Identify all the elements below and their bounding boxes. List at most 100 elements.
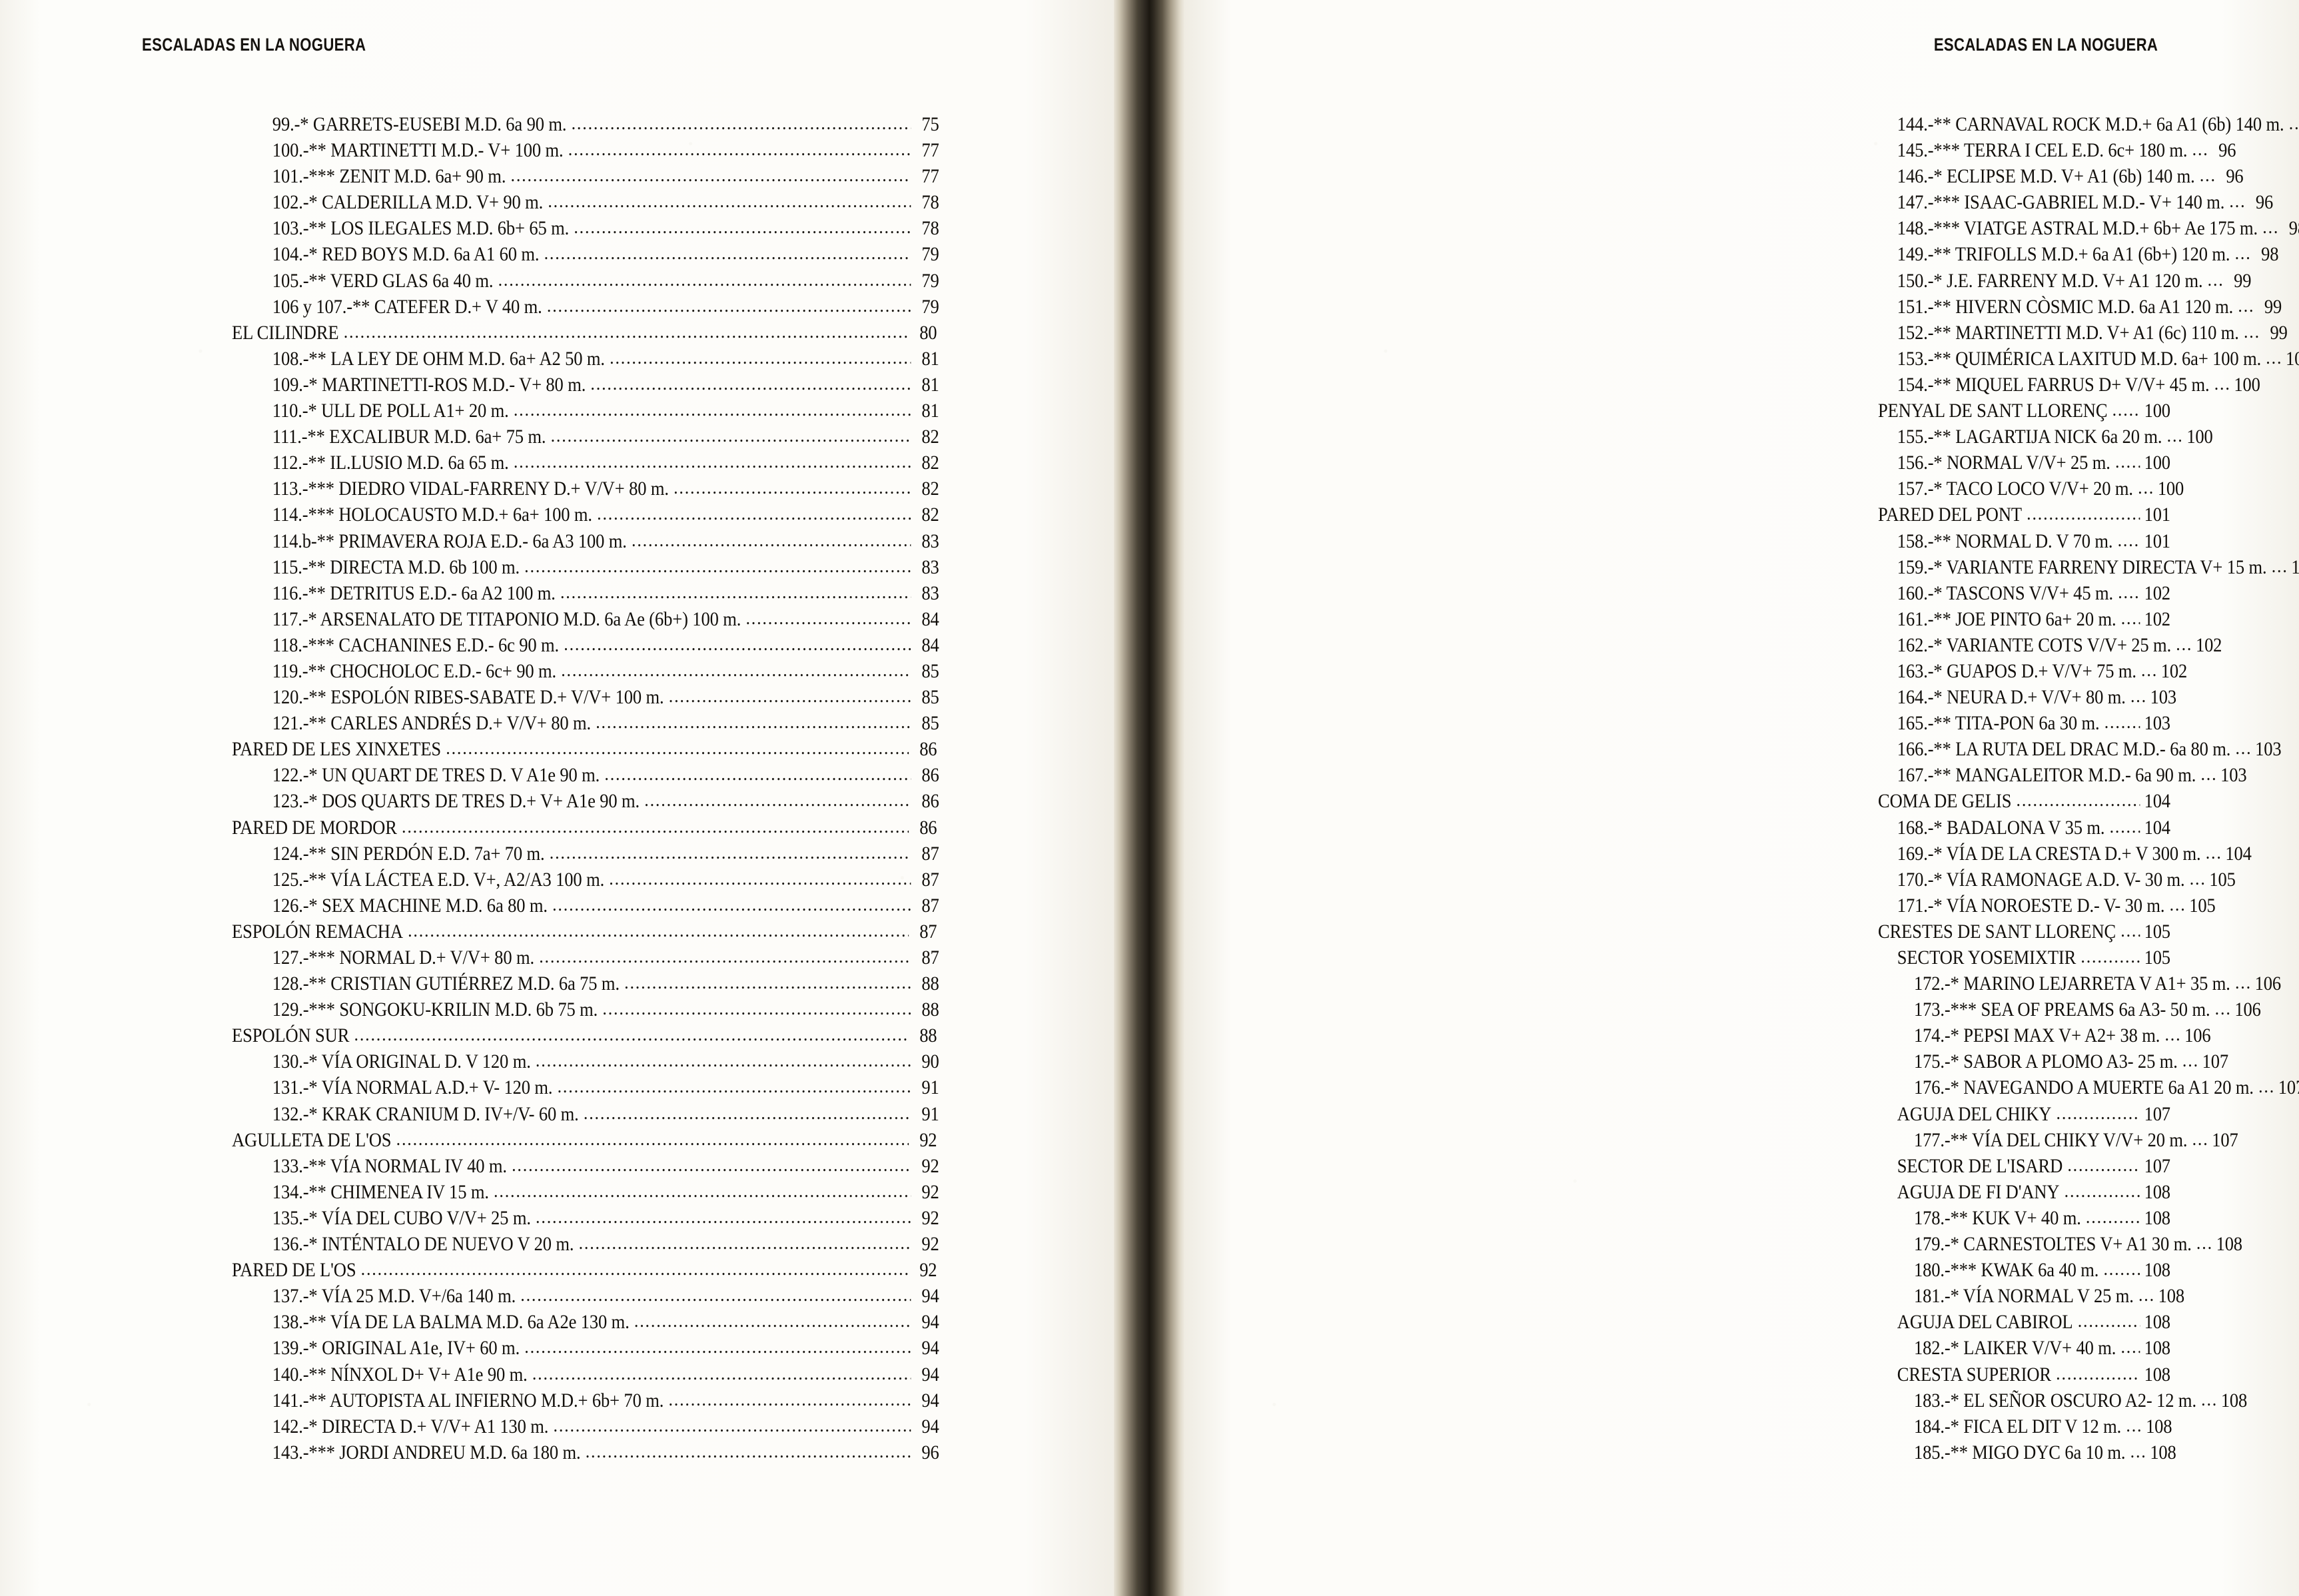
toc-route-entry[interactable]: 178.-** KUK V+ 40 m.....................… [1878, 1206, 2170, 1232]
toc-route-entry[interactable]: 163.-* GUAPOS D.+ V/V+ 75 m.............… [1878, 659, 2187, 685]
toc-route-entry[interactable]: 105.-** VERD GLAS 6a 40 m...............… [253, 268, 939, 294]
toc-section-entry[interactable]: PARED DE L'OS...........................… [232, 1258, 937, 1284]
toc-route-entry[interactable]: 129.-*** SONGOKU-KRILIN M.D. 6b 75 m....… [253, 997, 939, 1023]
toc-route-entry[interactable]: 181.-* VÍA NORMAL V 25 m................… [1878, 1284, 2184, 1310]
toc-route-entry[interactable]: 99.-* GARRETS-EUSEBI M.D. 6a 90 m.......… [253, 112, 939, 138]
toc-route-entry[interactable]: 118.-*** CACHANINES E.D.- 6c 90 m.......… [253, 633, 939, 659]
toc-section-entry[interactable]: AGUJA DE FI D'ANY.......................… [1878, 1180, 2170, 1206]
toc-route-entry[interactable]: 168.-* BADALONA V 35 m..................… [1878, 815, 2170, 841]
toc-route-entry[interactable]: 166.-** LA RUTA DEL DRAC M.D.- 6a 80 m..… [1878, 737, 2282, 763]
toc-route-entry[interactable]: 143.-*** JORDI ANDREU M.D. 6a 180 m.....… [253, 1440, 939, 1466]
toc-route-entry[interactable]: 167.-** MANGALEITOR M.D.- 6a 90 m.......… [1878, 763, 2247, 789]
toc-route-entry[interactable]: 133.-** VÍA NORMAL IV 40 m..............… [253, 1154, 939, 1180]
toc-route-entry[interactable]: 185.-** MIGO DYC 6a 10 m................… [1878, 1440, 2176, 1466]
toc-route-entry[interactable]: 156.-* NORMAL V/V+ 25 m.................… [1878, 450, 2170, 476]
toc-route-entry[interactable]: 101.-*** ZENIT M.D. 6a+ 90 m............… [253, 164, 939, 190]
toc-route-entry[interactable]: 121.-** CARLES ANDRÉS D.+ V/V+ 80 m.....… [253, 711, 939, 737]
toc-route-entry[interactable]: 112.-** IL.LUSIO M.D. 6a 65 m...........… [253, 450, 939, 476]
toc-route-entry[interactable]: 131.-* VÍA NORMAL A.D.+ V- 120 m........… [253, 1075, 939, 1101]
toc-section-entry[interactable]: PENYAL DE SANT LLORENÇ..................… [1878, 398, 2170, 424]
toc-route-entry[interactable]: 171.-* VÍA NOROESTE D.- V- 30 m.........… [1878, 893, 2216, 919]
toc-route-entry[interactable]: 109.-* MARTINETTI-ROS M.D.- V+ 80 m.....… [253, 372, 939, 398]
toc-section-entry[interactable]: SECTOR DE L'ISARD.......................… [1878, 1154, 2170, 1180]
toc-section-entry[interactable]: PARED DEL PONT..........................… [1878, 502, 2170, 528]
toc-route-entry[interactable]: 128.-** CRISTIAN GUTIÉRREZ M.D. 6a 75 m.… [253, 971, 939, 997]
toc-route-entry[interactable]: 169.-* VÍA DE LA CRESTA D.+ V 300 m.....… [1878, 841, 2252, 867]
toc-section-entry[interactable]: CRESTA SUPERIOR.........................… [1878, 1362, 2170, 1388]
toc-route-entry[interactable]: 125.-** VÍA LÁCTEA E.D. V+, A2/A3 100 m.… [253, 867, 939, 893]
toc-route-entry[interactable]: 102.-* CALDERILLA M.D. V+ 90 m..........… [253, 190, 939, 216]
toc-route-entry[interactable]: 110.-* ULL DE POLL A1+ 20 m.............… [253, 398, 939, 424]
toc-route-entry[interactable]: 106 y 107.-** CATEFER D.+ V 40 m........… [253, 294, 939, 320]
toc-route-entry[interactable]: 154.-** MIQUEL FARRUS D+ V/V+ 45 m......… [1878, 372, 2260, 398]
toc-route-entry[interactable]: 172.-* MARINO LEJARRETA V A1+ 35 m......… [1878, 971, 2281, 997]
toc-route-entry[interactable]: 134.-** CHIMENEA IV 15 m................… [253, 1180, 939, 1206]
toc-route-entry[interactable]: 123.-* DOS QUARTS DE TRES D.+ V+ A1e 90 … [253, 789, 939, 815]
toc-route-entry[interactable]: 127.-*** NORMAL D.+ V/V+ 80 m...........… [253, 945, 939, 971]
toc-route-entry[interactable]: 173.-*** SEA OF PREAMS 6a A3- 50 m......… [1878, 997, 2261, 1023]
toc-route-entry[interactable]: 119.-** CHOCHOLOC E.D.- 6c+ 90 m........… [253, 659, 939, 685]
toc-section-entry[interactable]: AGUJA DEL CHIKY.........................… [1878, 1102, 2170, 1128]
toc-route-entry[interactable]: 115.-** DIRECTA M.D. 6b 100 m...........… [253, 555, 939, 581]
toc-route-entry[interactable]: 132.-* KRAK CRANIUM D. IV+/V- 60 m......… [253, 1102, 939, 1128]
toc-route-entry[interactable]: 138.-** VÍA DE LA BALMA M.D. 6a A2e 130 … [253, 1310, 939, 1336]
toc-route-entry[interactable]: 177.-** VÍA DEL CHIKY V/V+ 20 m.........… [1878, 1128, 2238, 1154]
toc-route-entry[interactable]: 140.-** NÍNXOL D+ V+ A1e 90 m...........… [253, 1362, 939, 1388]
toc-route-entry[interactable]: 142.-* DIRECTA D.+ V/V+ A1 130 m........… [253, 1414, 939, 1440]
toc-route-entry[interactable]: 103.-** LOS ILEGALES M.D. 6b+ 65 m......… [253, 216, 939, 242]
toc-route-entry[interactable]: 174.-* PEPSI MAX V+ A2+ 38 m............… [1878, 1023, 2211, 1049]
toc-route-entry[interactable]: 155.-** LAGARTIJA NICK 6a 20 m..........… [1878, 424, 2213, 450]
toc-route-entry[interactable]: 114.-*** HOLOCAUSTO M.D.+ 6a+ 100 m.....… [253, 502, 939, 528]
toc-route-entry[interactable]: 184.-* FICA EL DIT V 12 m...............… [1878, 1414, 2172, 1440]
toc-route-entry[interactable]: 141.-** AUTOPISTA AL INFIERNO M.D.+ 6b+ … [253, 1388, 939, 1414]
toc-route-entry[interactable]: 130.-* VÍA ORIGINAL D. V 120 m..........… [253, 1049, 939, 1075]
toc-route-entry[interactable]: 116.-** DETRITUS E.D.- 6a A2 100 m......… [253, 581, 939, 607]
toc-route-entry[interactable]: 152.-** MARTINETTI M.D. V+ A1 (6c) 110 m… [1878, 320, 2288, 346]
toc-route-entry[interactable]: 147.-*** ISAAC-GABRIEL M.D.- V+ 140 m...… [1878, 190, 2274, 216]
toc-route-entry[interactable]: 161.-** JOE PINTO 6a+ 20 m..............… [1878, 607, 2170, 633]
toc-route-entry[interactable]: 165.-** TITA-PON 6a 30 m................… [1878, 711, 2170, 737]
toc-route-entry[interactable]: 180.-*** KWAK 6a 40 m...................… [1878, 1258, 2170, 1284]
toc-route-entry[interactable]: 182.-* LAIKER V/V+ 40 m.................… [1878, 1336, 2170, 1362]
toc-route-entry[interactable]: 139.-* ORIGINAL A1e, IV+ 60 m...........… [253, 1336, 939, 1362]
toc-route-entry[interactable]: 135.-* VÍA DEL CUBO V/V+ 25 m...........… [253, 1206, 939, 1232]
toc-route-entry[interactable]: 122.-* UN QUART DE TRES D. V A1e 90 m...… [253, 763, 939, 789]
toc-section-entry[interactable]: ESPOLÓN REMACHA.........................… [232, 919, 937, 945]
toc-route-entry[interactable]: 146.-* ECLIPSE M.D. V+ A1 (6b) 140 m....… [1878, 164, 2244, 190]
toc-route-entry[interactable]: 124.-** SIN PERDÓN E.D. 7a+ 70 m........… [253, 841, 939, 867]
toc-route-entry[interactable]: 100.-** MARTINETTI M.D.- V+ 100 m.......… [253, 138, 939, 164]
toc-route-entry[interactable]: 153.-** QUIMÉRICA LAXITUD M.D. 6a+ 100 m… [1878, 346, 2299, 372]
toc-route-entry[interactable]: 148.-*** VIATGE ASTRAL M.D.+ 6b+ Ae 175 … [1878, 216, 2299, 242]
toc-route-entry[interactable]: 108.-** LA LEY DE OHM M.D. 6a+ A2 50 m..… [253, 346, 939, 372]
toc-route-entry[interactable]: 144.-** CARNAVAL ROCK M.D.+ 6a A1 (6b) 1… [1878, 112, 2299, 138]
toc-section-entry[interactable]: CRESTES DE SANT LLORENÇ.................… [1878, 919, 2170, 945]
toc-route-entry[interactable]: 162.-* VARIANTE COTS V/V+ 25 m..........… [1878, 633, 2222, 659]
toc-route-entry[interactable]: 136.-* INTÉNTALO DE NUEVO V 20 m........… [253, 1232, 939, 1258]
toc-section-entry[interactable]: SECTOR YOSEMIXTIR.......................… [1878, 945, 2170, 971]
toc-route-entry[interactable]: 145.-*** TERRA I CEL E.D. 6c+ 180 m.....… [1878, 138, 2236, 164]
toc-route-entry[interactable]: 160.-* TASCONS V/V+ 45 m................… [1878, 581, 2170, 607]
toc-route-entry[interactable]: 126.-* SEX MACHINE M.D. 6a 80 m.........… [253, 893, 939, 919]
toc-route-entry[interactable]: 114.b-** PRIMAVERA ROJA E.D.- 6a A3 100 … [253, 529, 939, 555]
toc-route-entry[interactable]: 176.-* NAVEGANDO A MUERTE 6a A1 20 m....… [1878, 1075, 2299, 1101]
toc-section-entry[interactable]: PARED DE LES XINXETES...................… [232, 737, 937, 763]
toc-route-entry[interactable]: 113.-*** DIEDRO VIDAL-FARRENY D.+ V/V+ 8… [253, 476, 939, 502]
toc-route-entry[interactable]: 157.-* TACO LOCO V/V+ 20 m..............… [1878, 476, 2184, 502]
toc-route-entry[interactable]: 175.-* SABOR A PLOMO A3- 25 m...........… [1878, 1049, 2228, 1075]
toc-route-entry[interactable]: 111.-** EXCALIBUR M.D. 6a+ 75 m.........… [253, 424, 939, 450]
toc-route-entry[interactable]: 149.-** TRIFOLLS M.D.+ 6a A1 (6b+) 120 m… [1878, 242, 2279, 268]
toc-route-entry[interactable]: 183.-* EL SEÑOR OSCURO A2- 12 m.........… [1878, 1388, 2247, 1414]
toc-section-entry[interactable]: AGUJA DEL CABIROL.......................… [1878, 1310, 2170, 1336]
toc-section-entry[interactable]: EL CILINDRE.............................… [232, 320, 937, 346]
toc-route-entry[interactable]: 151.-** HIVERN CÒSMIC M.D. 6a A1 120 m..… [1878, 294, 2282, 320]
toc-route-entry[interactable]: 164.-* NEURA D.+ V/V+ 80 m..............… [1878, 685, 2176, 711]
toc-route-entry[interactable]: 170.-* VÍA RAMONAGE A.D. V- 30 m........… [1878, 867, 2236, 893]
toc-route-entry[interactable]: 179.-* CARNESTOLTES V+ A1 30 m..........… [1878, 1232, 2242, 1258]
toc-route-entry[interactable]: 158.-** NORMAL D. V 70 m................… [1878, 529, 2170, 555]
toc-route-entry[interactable]: 150.-* J.E. FARRENY M.D. V+ A1 120 m....… [1878, 268, 2252, 294]
toc-section-entry[interactable]: PARED DE MORDOR.........................… [232, 815, 937, 841]
toc-route-entry[interactable]: 159.-* VARIANTE FARRENY DIRECTA V+ 15 m.… [1878, 555, 2299, 581]
toc-route-entry[interactable]: 120.-** ESPOLÓN RIBES-SABATE D.+ V/V+ 10… [253, 685, 939, 711]
toc-section-entry[interactable]: AGULLETA DE L'OS........................… [232, 1128, 937, 1154]
toc-section-entry[interactable]: COMA DE GELIS...........................… [1878, 789, 2170, 815]
